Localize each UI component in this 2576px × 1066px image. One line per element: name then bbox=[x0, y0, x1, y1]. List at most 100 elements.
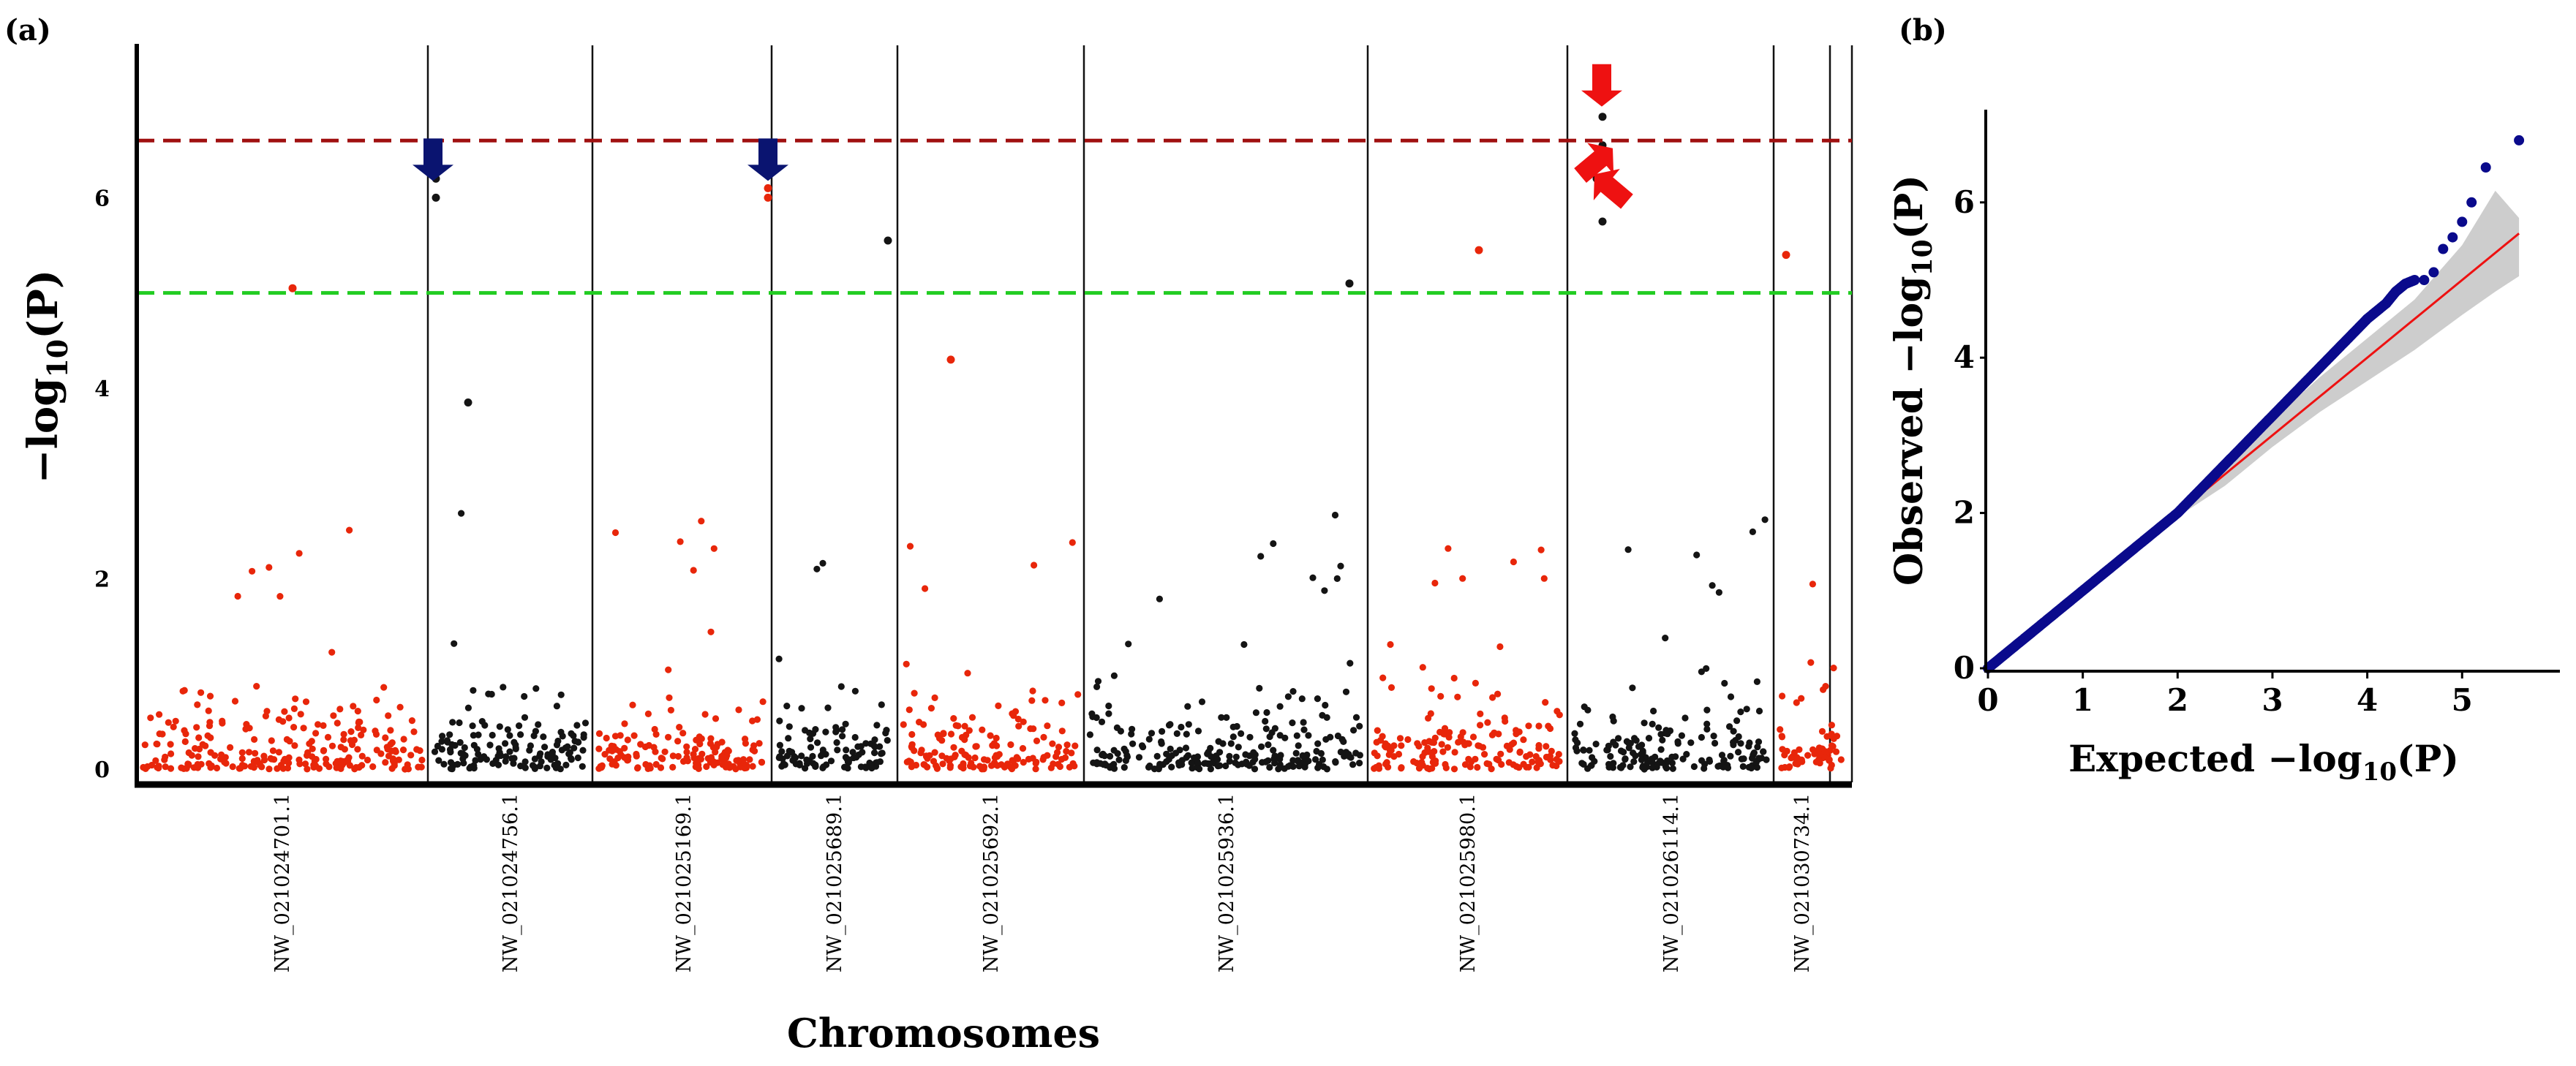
snp-point bbox=[229, 763, 236, 771]
snp-point bbox=[1105, 702, 1112, 710]
snp-point bbox=[295, 550, 303, 557]
snp-point bbox=[206, 722, 214, 730]
snp-point bbox=[1555, 751, 1562, 758]
qq-y-tick-label: 6 bbox=[1954, 184, 1975, 220]
snp-point bbox=[1581, 703, 1588, 711]
snp-point bbox=[1020, 718, 1027, 725]
snp-point bbox=[882, 730, 889, 737]
snp-point bbox=[1779, 692, 1786, 700]
snp-point bbox=[1333, 575, 1341, 583]
snp-point bbox=[1063, 741, 1071, 749]
snp-point bbox=[960, 765, 967, 772]
snp-point bbox=[446, 731, 453, 738]
snp-point bbox=[1207, 766, 1214, 773]
snp-point bbox=[562, 761, 570, 768]
snp-point bbox=[1258, 743, 1265, 750]
snp-point bbox=[1019, 745, 1027, 752]
snp-point bbox=[707, 628, 715, 635]
blue-arrow-icon bbox=[413, 138, 453, 181]
snp-point bbox=[373, 696, 380, 704]
snp-point bbox=[1620, 749, 1627, 756]
snp-point bbox=[1520, 736, 1527, 744]
snp-point bbox=[1587, 762, 1594, 769]
snp-point bbox=[141, 741, 148, 749]
snp-point bbox=[1321, 587, 1328, 594]
snp-point bbox=[1129, 740, 1137, 747]
snp-point bbox=[1450, 766, 1458, 773]
snp-point bbox=[701, 711, 709, 718]
snp-point bbox=[611, 733, 619, 740]
snp-point bbox=[1028, 697, 1036, 704]
snp-point bbox=[657, 764, 665, 771]
snp-point bbox=[758, 758, 765, 766]
snp-point bbox=[833, 727, 840, 734]
snp-point bbox=[1703, 706, 1711, 714]
snp-point bbox=[500, 684, 507, 691]
snp-point bbox=[1727, 693, 1735, 700]
snp-point bbox=[1790, 749, 1798, 756]
snp-point bbox=[665, 733, 672, 741]
snp-point bbox=[718, 752, 726, 760]
snp-point bbox=[207, 734, 214, 741]
snp-point bbox=[1459, 729, 1466, 736]
snp-point bbox=[1251, 755, 1259, 763]
snp-point bbox=[250, 764, 257, 771]
snp-point bbox=[1138, 742, 1146, 749]
snp-point bbox=[756, 740, 763, 747]
snp-point bbox=[1251, 766, 1259, 773]
snp-point bbox=[1105, 710, 1112, 717]
snp-point bbox=[1356, 760, 1363, 767]
snp-point bbox=[1523, 753, 1530, 760]
snp-point bbox=[803, 756, 810, 763]
snp-point bbox=[336, 706, 344, 713]
snp-point bbox=[506, 732, 513, 739]
snp-point bbox=[221, 758, 228, 766]
snp-point bbox=[776, 741, 783, 749]
snp-point bbox=[181, 727, 188, 734]
snp-point bbox=[1352, 714, 1360, 721]
snp-point bbox=[581, 719, 590, 727]
snp-point bbox=[1093, 746, 1101, 754]
snp-point bbox=[1755, 707, 1763, 715]
snp-point bbox=[665, 666, 672, 673]
snp-point bbox=[574, 738, 582, 746]
snp-point bbox=[951, 753, 958, 760]
snp-point bbox=[194, 701, 201, 708]
snp-point bbox=[968, 760, 975, 767]
snp-point bbox=[732, 766, 739, 773]
snp-point bbox=[1090, 759, 1097, 766]
snp-point bbox=[608, 742, 615, 749]
snp-point bbox=[334, 719, 341, 727]
snp-point bbox=[251, 759, 258, 766]
red-arrow-icon bbox=[1593, 169, 1633, 209]
qq-x-title-tail: (P) bbox=[2397, 737, 2459, 780]
snp-point bbox=[859, 749, 866, 756]
snp-point bbox=[304, 752, 311, 759]
snp-point bbox=[219, 719, 226, 727]
snp-point bbox=[340, 730, 347, 738]
snp-point bbox=[633, 750, 640, 758]
snp-point bbox=[573, 722, 581, 729]
snp-point bbox=[1182, 744, 1190, 752]
snp-point bbox=[1794, 760, 1801, 768]
snp-point bbox=[931, 694, 938, 702]
snp-point bbox=[934, 731, 941, 738]
snp-point bbox=[683, 743, 690, 750]
snp-point bbox=[1706, 757, 1714, 765]
snp-point bbox=[535, 721, 542, 728]
snp-point bbox=[1374, 727, 1381, 734]
snp-point bbox=[1465, 740, 1472, 747]
snp-point bbox=[388, 739, 396, 746]
snp-point bbox=[162, 753, 169, 760]
snp-point bbox=[418, 763, 425, 771]
snp-point bbox=[1573, 747, 1581, 755]
snp-point bbox=[1754, 744, 1761, 751]
snp-point bbox=[749, 763, 756, 770]
snp-point bbox=[1828, 722, 1835, 729]
snp-point bbox=[802, 765, 809, 772]
snp-point bbox=[683, 749, 690, 756]
snp-point bbox=[1093, 683, 1101, 691]
snp-point bbox=[1785, 764, 1793, 771]
qq-x-title: Expected −log10(P) bbox=[2068, 737, 2459, 787]
snp-point bbox=[330, 712, 337, 719]
